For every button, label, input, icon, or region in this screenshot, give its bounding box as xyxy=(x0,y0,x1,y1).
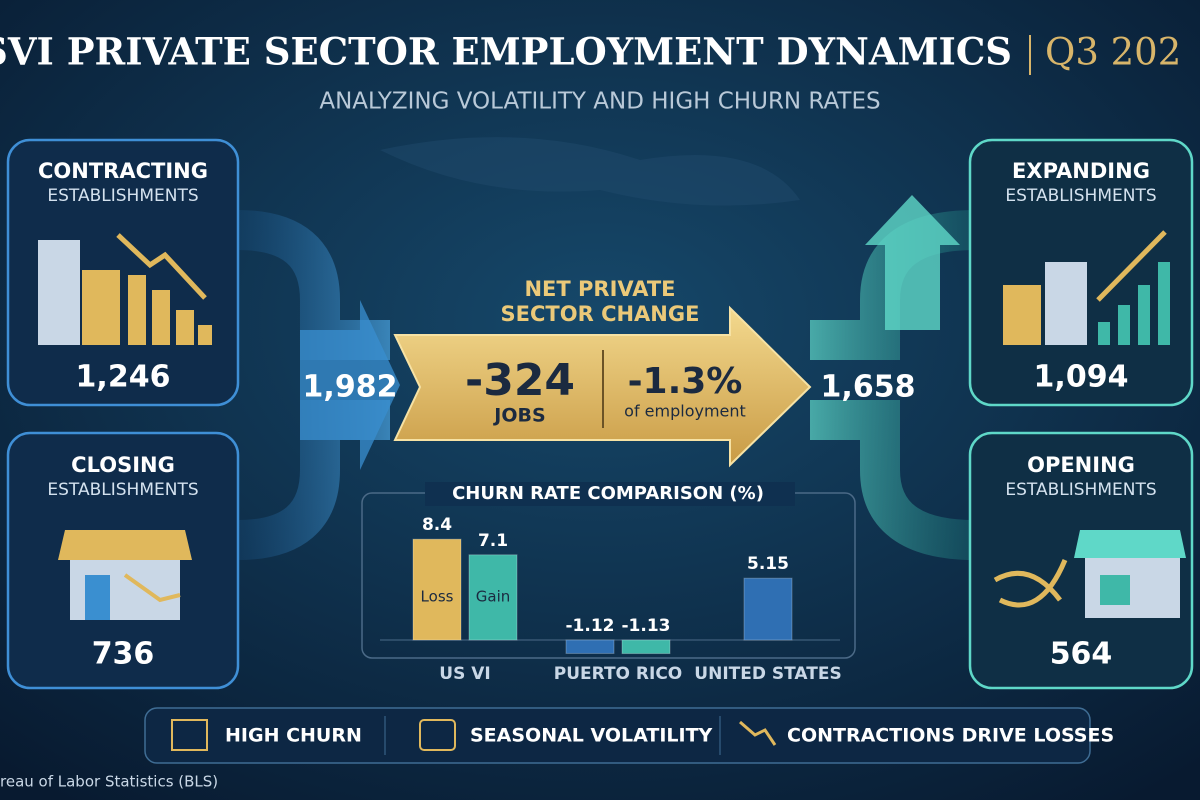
bar-label: Loss xyxy=(421,588,454,606)
panel-subtitle: ESTABLISHMENTS xyxy=(47,480,198,500)
panel-value: 1,094 xyxy=(1034,360,1129,395)
value-label: -1.13 xyxy=(622,616,671,636)
net-change-title: SECTOR CHANGE xyxy=(501,302,700,326)
percent-unit: of employment xyxy=(624,402,746,421)
flows xyxy=(237,195,976,560)
panel-value: 1,246 xyxy=(76,360,171,395)
bar xyxy=(565,639,615,654)
footer-item: SEASONAL VOLATILITY xyxy=(470,725,713,747)
bar xyxy=(412,538,462,641)
net-change: NET PRIVATE SECTOR CHANGE -324 JOBS -1.3… xyxy=(393,277,812,468)
panel-title: CONTRACTING xyxy=(38,159,208,183)
panel-opening: OPENING ESTABLISHMENTS 564 xyxy=(968,431,1194,690)
flow-gains: 1,658 xyxy=(821,370,916,405)
flow-losses: 1,982 xyxy=(303,370,398,405)
panel-title: EXPANDING xyxy=(1012,159,1150,183)
footer: HIGH CHURN SEASONAL VOLATILITY CONTRACTI… xyxy=(144,707,1114,764)
bar-label: Gain xyxy=(476,588,511,606)
map-shape xyxy=(380,137,800,206)
panel-title: OPENING xyxy=(1027,453,1135,477)
panel-value: 736 xyxy=(92,637,155,672)
category-label: PUERTO RICO xyxy=(554,664,683,684)
value-label: -1.12 xyxy=(566,616,615,636)
jobs-unit: JOBS xyxy=(492,405,545,427)
churn-chart: US VI 8.4 Loss 7.1 Gain PUERTO RICO -1.12 -1.13… xyxy=(380,515,842,684)
panel-closing: CLOSING ESTABLISHMENTS 736 xyxy=(6,431,240,690)
jobs-change: -324 xyxy=(465,355,575,406)
panel-subtitle: ESTABLISHMENTS xyxy=(1005,480,1156,500)
bar xyxy=(468,554,518,641)
chart-title: CHURN RATE COMPARISON (%) xyxy=(452,483,764,504)
panel-subtitle: ESTABLISHMENTS xyxy=(1005,186,1156,206)
value-label: 8.4 xyxy=(422,515,452,535)
value-label: 7.1 xyxy=(478,531,508,551)
bar xyxy=(743,577,793,641)
panel-subtitle: ESTABLISHMENTS xyxy=(47,186,198,206)
category-label: US VI xyxy=(439,664,490,684)
panel-title: CLOSING xyxy=(71,453,175,477)
period: Q3 202 xyxy=(1045,31,1181,74)
value-label: 5.15 xyxy=(747,554,789,574)
panel-expanding: EXPANDING ESTABLISHMENTS 1,094 xyxy=(968,138,1194,407)
footer-item: CONTRACTIONS DRIVE LOSSES xyxy=(787,725,1114,747)
footer-item: HIGH CHURN xyxy=(225,725,362,747)
panel-value: 564 xyxy=(1050,637,1113,672)
percent-change: -1.3% xyxy=(628,361,743,402)
bar xyxy=(621,639,671,655)
chart-title-bg xyxy=(425,482,795,506)
category-label: UNITED STATES xyxy=(694,664,841,684)
title: USVI PRIVATE SECTOR EMPLOYMENT DYNAMICS xyxy=(0,30,1012,74)
panel-contracting: CONTRACTING ESTABLISHMENTS 1,246 xyxy=(6,138,240,407)
net-change-title: NET PRIVATE xyxy=(524,277,675,301)
subtitle: ANALYZING VOLATILITY AND HIGH CHURN RATE… xyxy=(319,89,880,115)
source: reau of Labor Statistics (BLS) xyxy=(0,773,218,791)
